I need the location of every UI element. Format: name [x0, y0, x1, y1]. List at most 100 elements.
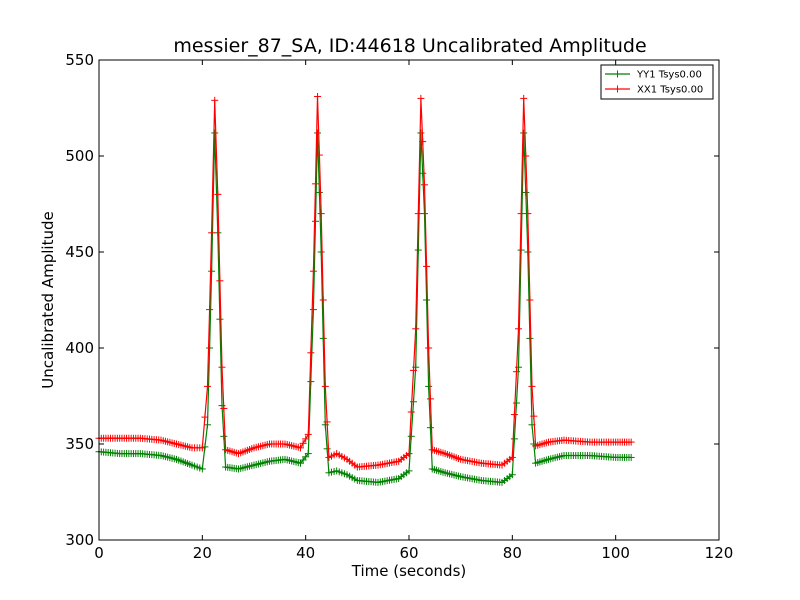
data-point-marker — [319, 334, 327, 342]
x-tick-label: 20 — [193, 544, 212, 562]
data-point-marker — [309, 306, 317, 314]
data-point-marker — [304, 430, 312, 438]
x-tick-label: 0 — [94, 544, 104, 562]
data-point-marker — [425, 382, 433, 390]
legend-entry: XX1 Tsys0.00 — [605, 85, 703, 96]
data-point-marker — [524, 210, 532, 218]
series-1 — [95, 92, 635, 471]
x-tick-label: 120 — [705, 544, 734, 562]
data-point-marker — [510, 435, 518, 443]
data-point-marker — [508, 453, 516, 461]
data-point-marker — [214, 229, 222, 237]
y-tick-label: 300 — [65, 531, 94, 549]
legend-label: XX1 Tsys0.00 — [637, 85, 703, 96]
x-tick-label: 60 — [399, 544, 418, 562]
data-point-marker — [321, 382, 329, 390]
data-point-marker — [522, 188, 530, 196]
data-point-marker — [426, 395, 434, 403]
data-point-marker — [220, 404, 228, 412]
data-point-marker — [512, 368, 520, 376]
data-point-marker — [517, 210, 525, 218]
data-point-marker — [302, 435, 310, 443]
data-point-marker — [421, 210, 428, 218]
data-point-marker — [419, 169, 427, 177]
data-point-marker — [201, 413, 209, 421]
x-tick-label: 100 — [601, 544, 630, 562]
data-point-marker — [414, 246, 422, 254]
data-point-marker — [314, 129, 322, 137]
data-point-marker — [417, 94, 425, 102]
series-0 — [95, 129, 635, 486]
data-point-marker — [204, 421, 211, 429]
y-tick-label: 350 — [65, 435, 94, 453]
x-tick-label: 80 — [503, 544, 522, 562]
y-tick-label: 400 — [65, 339, 94, 357]
data-point-marker — [220, 432, 228, 440]
data-point-marker — [627, 438, 635, 446]
data-point-marker — [520, 94, 528, 102]
data-point-marker — [315, 188, 323, 196]
data-point-marker — [206, 344, 214, 352]
data-point-marker — [530, 412, 538, 420]
data-point-marker — [211, 96, 219, 104]
data-point-marker — [216, 315, 224, 323]
data-point-marker — [206, 306, 214, 314]
data-point-marker — [423, 262, 431, 270]
data-point-marker — [297, 444, 304, 452]
data-point-marker — [304, 450, 312, 458]
data-point-marker — [526, 334, 534, 342]
data-point-marker — [414, 210, 422, 218]
legend-entry: YY1 Tsys0.00 — [605, 70, 702, 81]
y-tick-label: 450 — [65, 243, 94, 261]
data-point-marker — [214, 190, 222, 198]
legend: YY1 Tsys0.00 XX1 Tsys0.00 — [600, 64, 714, 100]
data-point-marker — [526, 296, 534, 304]
legend-label: YY1 Tsys0.00 — [636, 70, 702, 81]
y-tick-label: 500 — [65, 147, 94, 165]
data-point-marker — [208, 267, 216, 275]
x-tick-label: 40 — [296, 544, 315, 562]
data-point-marker — [309, 267, 317, 275]
y-axis-label: Uncalibrated Amplitude — [39, 211, 57, 388]
data-point-marker — [216, 277, 224, 285]
data-point-marker — [314, 92, 322, 100]
data-point-marker — [417, 129, 425, 137]
data-point-marker — [211, 129, 219, 137]
data-point-marker — [508, 471, 516, 479]
data-point-marker — [405, 450, 413, 458]
data-point-marker — [317, 248, 325, 256]
data-point-marker — [204, 382, 211, 390]
data-point-marker — [524, 248, 532, 256]
data-point-marker — [198, 444, 206, 452]
data-point-marker — [522, 152, 530, 160]
data-point-marker — [421, 181, 428, 189]
chart-title: messier_87_SA, ID:44618 Uncalibrated Amp… — [173, 35, 646, 57]
y-tick-label: 550 — [65, 51, 94, 69]
data-point-marker — [317, 210, 325, 218]
data-point-marker — [319, 296, 327, 304]
data-point-marker — [520, 129, 528, 137]
data-point-marker — [419, 138, 427, 146]
data-point-marker — [510, 411, 518, 419]
data-point-marker — [528, 382, 536, 390]
data-point-marker — [409, 398, 417, 406]
data-point-marker — [412, 325, 420, 333]
data-point-marker — [198, 465, 206, 473]
data-point-marker — [323, 445, 331, 453]
data-point-marker — [627, 453, 635, 461]
series-layer — [95, 92, 635, 486]
data-point-marker — [425, 344, 433, 352]
data-point-marker — [315, 151, 323, 159]
data-point-marker — [218, 402, 226, 410]
data-point-marker — [307, 349, 315, 357]
legend-box — [600, 64, 714, 100]
data-point-marker — [323, 418, 331, 426]
data-point-marker — [515, 325, 523, 333]
data-point-marker — [299, 439, 307, 447]
data-point-marker — [517, 246, 525, 254]
x-axis-label: Time (seconds) — [351, 562, 467, 580]
ticks-layer: 0 20 40 60 80 100 120 300 350 400 450 500 550 — [65, 51, 733, 562]
data-point-marker — [405, 467, 413, 475]
data-point-marker — [311, 217, 319, 225]
